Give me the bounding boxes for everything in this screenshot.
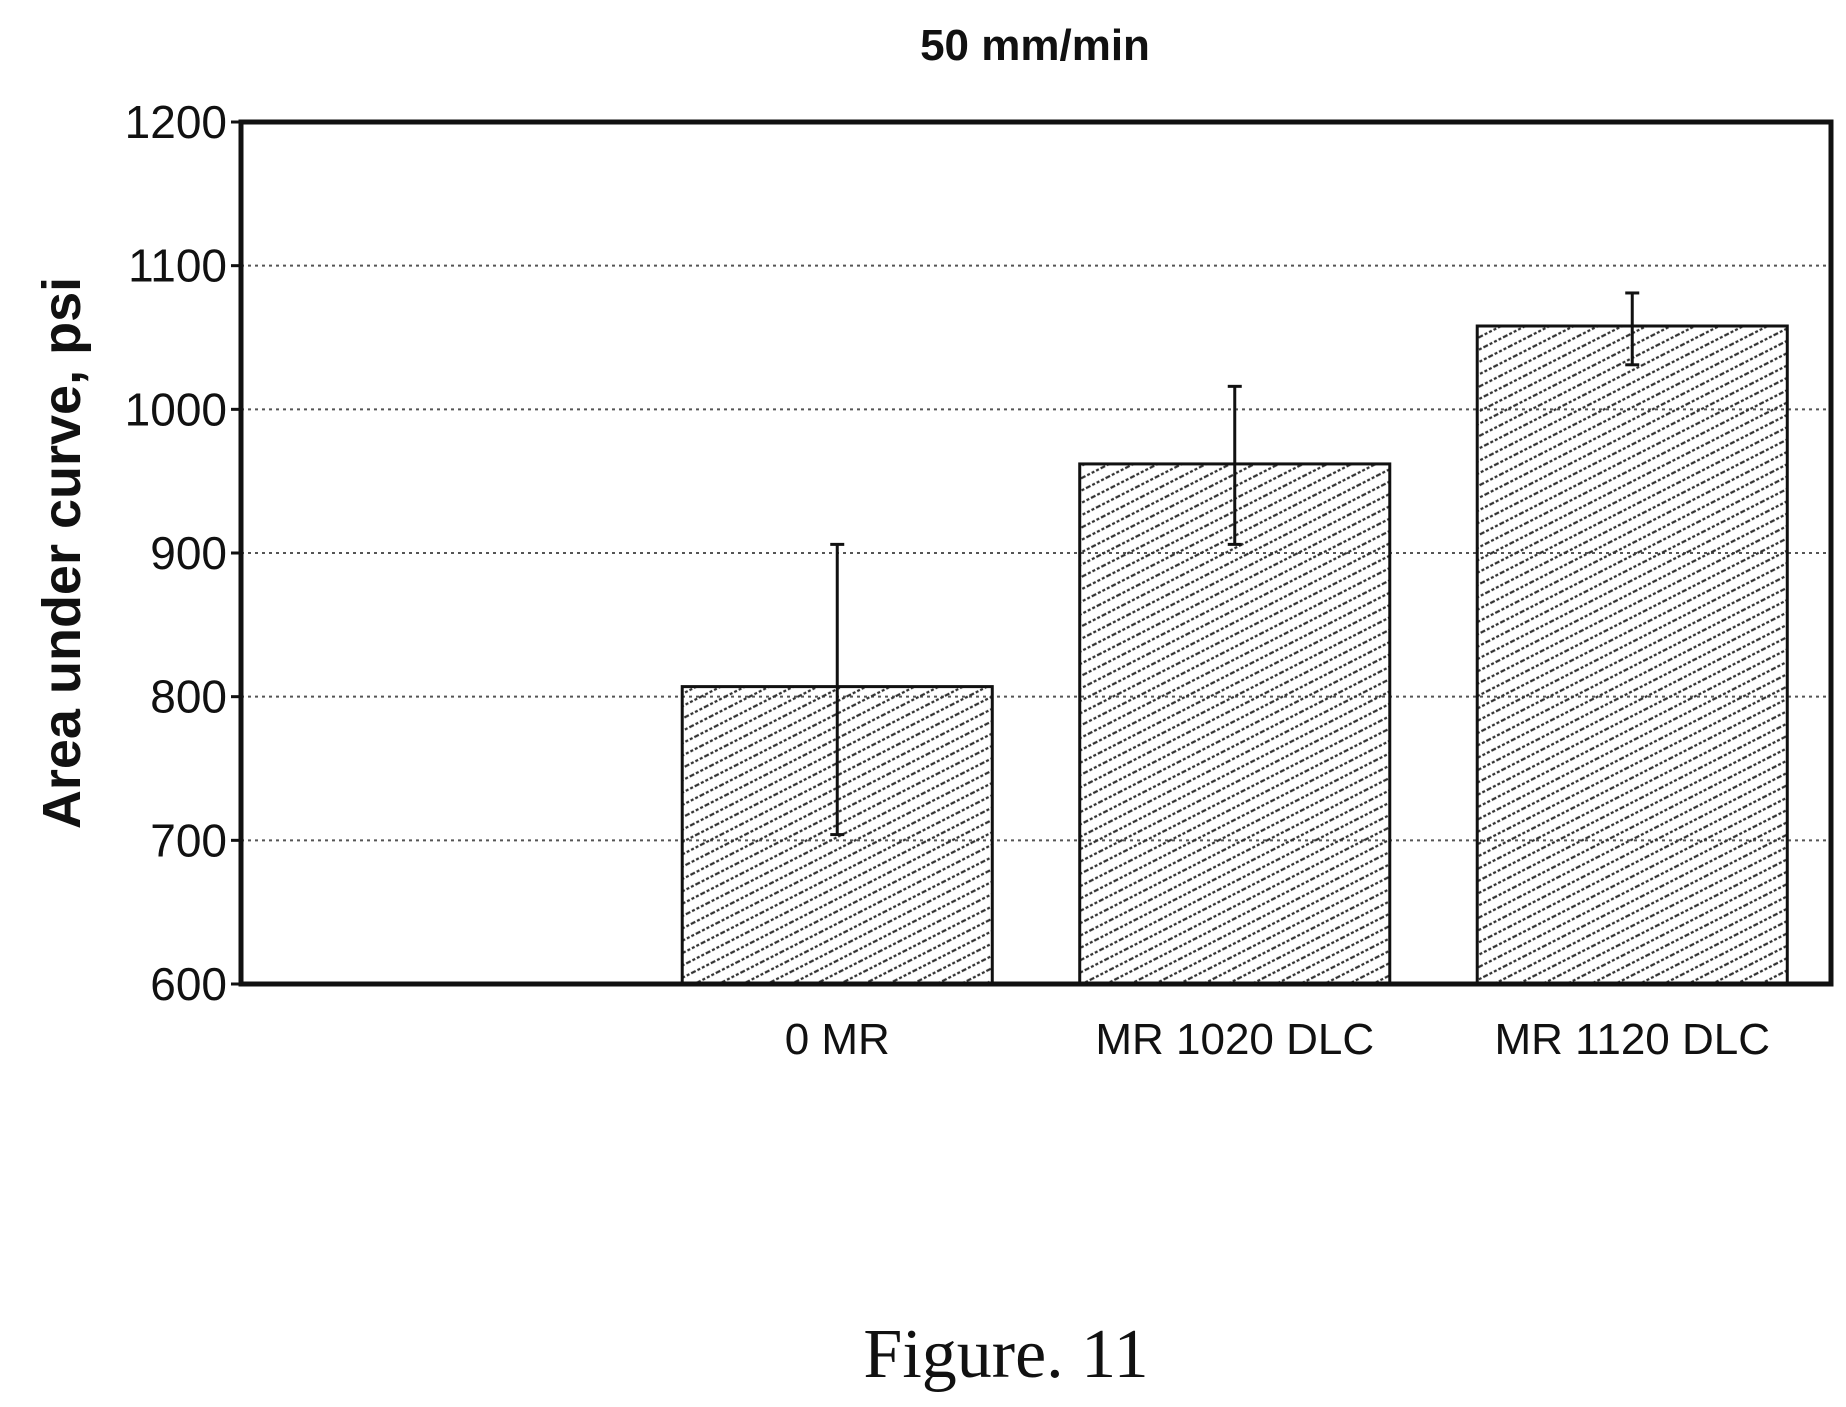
y-tick-label: 700: [150, 814, 227, 866]
y-tick-label: 800: [150, 671, 227, 723]
x-tick-label: MR 1020 DLC: [1095, 1015, 1374, 1064]
y-tick-label: 1100: [128, 240, 227, 292]
y-tick-label: 1000: [125, 383, 227, 435]
y-tick-label: 900: [150, 527, 227, 579]
y-tick-label: 1200: [125, 96, 227, 148]
error-bars: [830, 291, 1640, 837]
bars: [680, 324, 1789, 986]
x-axis-ticks: 0 MR MR 1020 DLC MR 1120 DLC: [785, 1015, 1770, 1064]
x-tick-label: 0 MR: [785, 1015, 890, 1064]
x-tick-label: MR 1120 DLC: [1494, 1015, 1770, 1064]
y-tick-label: 600: [150, 958, 227, 1010]
y-axis-ticks: 600 700 800 900 1000 1100 1200: [125, 96, 241, 1010]
chart-title: 50 mm/min: [920, 21, 1150, 70]
y-axis-label: Area under curve, psi: [32, 277, 92, 829]
bar: [1475, 324, 1789, 986]
figure-caption: Figure. 11: [863, 1316, 1148, 1393]
